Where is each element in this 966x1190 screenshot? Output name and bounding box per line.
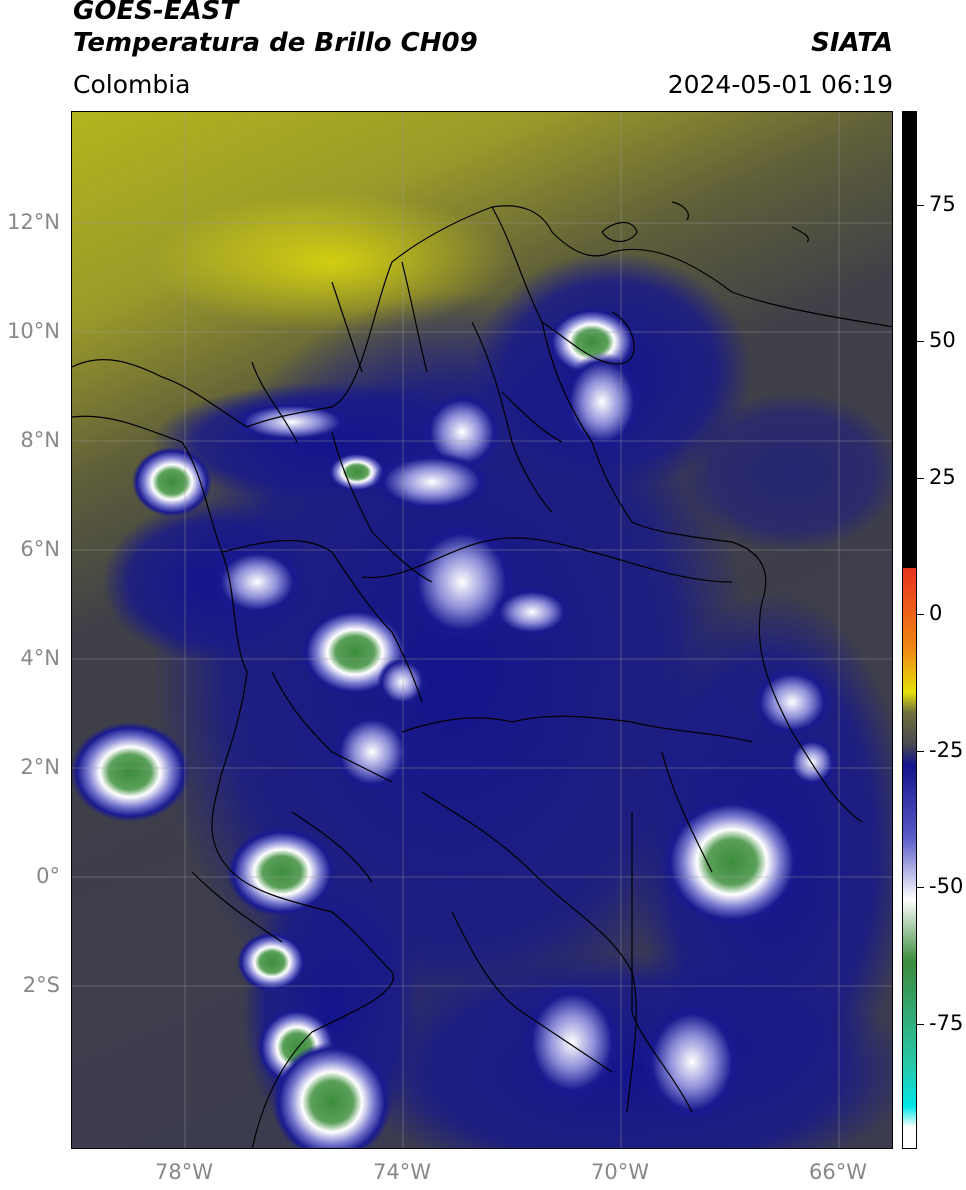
product-title: Temperatura de Brillo CH09 bbox=[73, 28, 478, 58]
lat-label: 6°N bbox=[20, 537, 60, 561]
colorbar-label: 50 bbox=[929, 328, 956, 352]
borders bbox=[72, 201, 892, 1148]
colorbar-label: 75 bbox=[929, 192, 956, 216]
colorbar-tick bbox=[917, 614, 924, 615]
colorbar-label: -50 bbox=[929, 874, 964, 898]
lon-label: 78°W bbox=[155, 1160, 213, 1184]
gridlines bbox=[72, 112, 892, 1148]
map-canvas bbox=[72, 112, 892, 1148]
colorbar-tick bbox=[917, 887, 924, 888]
colorbar-label: 0 bbox=[929, 601, 943, 625]
satellite-title: GOES-EAST bbox=[73, 0, 239, 26]
agency-label: SIATA bbox=[811, 28, 893, 58]
colorbar-tick bbox=[917, 1024, 924, 1025]
colorbar-tick bbox=[917, 751, 924, 752]
datetime-label: 2024-05-01 06:19 bbox=[667, 70, 893, 99]
colorbar bbox=[902, 111, 917, 1149]
lat-label: 10°N bbox=[7, 319, 60, 343]
colorbar-label: -75 bbox=[929, 1011, 964, 1035]
cloud-tops bbox=[212, 352, 837, 1122]
lat-label: 8°N bbox=[20, 428, 60, 452]
lat-label: 4°N bbox=[20, 646, 60, 670]
satellite-map[interactable] bbox=[71, 111, 893, 1149]
colorbar-tick bbox=[917, 341, 924, 342]
colorbar-tick bbox=[917, 205, 924, 206]
lon-label: 66°W bbox=[809, 1160, 867, 1184]
lon-label: 70°W bbox=[591, 1160, 649, 1184]
colorbar-label: 25 bbox=[929, 465, 956, 489]
region-label: Colombia bbox=[73, 70, 191, 99]
colorbar-label: -25 bbox=[929, 738, 964, 762]
lat-label: 2°S bbox=[22, 973, 60, 997]
colorbar-tick bbox=[917, 478, 924, 479]
lat-label: 0° bbox=[36, 864, 60, 888]
lat-label: 2°N bbox=[20, 755, 60, 779]
lon-label: 74°W bbox=[373, 1160, 431, 1184]
lat-label: 12°N bbox=[7, 210, 60, 234]
